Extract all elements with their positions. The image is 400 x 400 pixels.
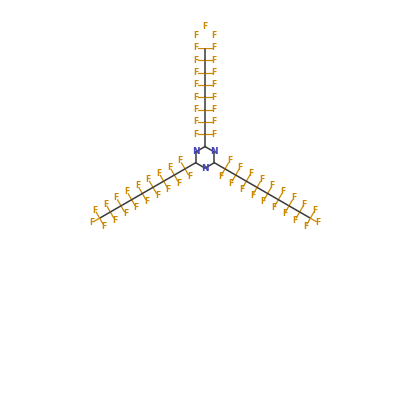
Text: F: F: [193, 44, 198, 52]
Text: F: F: [103, 200, 108, 208]
Text: F: F: [303, 222, 308, 231]
Text: F: F: [193, 68, 198, 77]
Text: N: N: [201, 164, 209, 173]
Text: F: F: [227, 156, 232, 165]
Text: F: F: [135, 181, 140, 190]
Text: F: F: [259, 175, 264, 184]
Text: F: F: [92, 206, 98, 215]
Text: F: F: [212, 44, 217, 52]
Text: F: F: [123, 209, 128, 218]
Text: F: F: [193, 130, 198, 139]
Text: F: F: [212, 105, 217, 114]
Text: F: F: [193, 105, 198, 114]
Text: F: F: [280, 187, 286, 196]
Text: F: F: [282, 209, 287, 218]
Text: F: F: [228, 178, 234, 188]
Text: F: F: [166, 185, 171, 194]
Text: F: F: [187, 172, 192, 181]
Text: F: F: [250, 191, 255, 200]
Text: F: F: [114, 193, 119, 202]
Text: F: F: [155, 191, 160, 200]
Text: F: F: [178, 156, 183, 165]
Text: F: F: [212, 118, 217, 126]
Text: F: F: [102, 222, 107, 231]
Text: F: F: [134, 203, 139, 212]
Text: N: N: [192, 148, 200, 156]
Text: F: F: [312, 206, 318, 215]
Text: F: F: [167, 162, 172, 172]
Text: F: F: [193, 80, 198, 90]
Text: F: F: [270, 181, 275, 190]
Text: F: F: [176, 178, 182, 188]
Text: F: F: [212, 56, 217, 65]
Text: F: F: [202, 22, 208, 31]
Text: F: F: [218, 172, 223, 181]
Text: F: F: [89, 218, 94, 227]
Text: F: F: [124, 187, 130, 196]
Text: F: F: [193, 56, 198, 65]
Text: F: F: [112, 216, 118, 224]
Text: F: F: [193, 31, 198, 40]
Text: F: F: [212, 80, 217, 90]
Text: F: F: [292, 216, 298, 224]
Text: F: F: [316, 218, 321, 227]
Text: F: F: [239, 185, 244, 194]
Text: F: F: [260, 197, 266, 206]
Text: F: F: [144, 197, 150, 206]
Text: F: F: [302, 200, 307, 208]
Text: F: F: [146, 175, 151, 184]
Text: F: F: [291, 193, 296, 202]
Text: F: F: [238, 162, 243, 172]
Text: F: F: [212, 68, 217, 77]
Text: F: F: [212, 31, 217, 40]
Text: F: F: [212, 130, 217, 139]
Text: N: N: [210, 148, 218, 156]
Text: F: F: [193, 93, 198, 102]
Text: F: F: [248, 169, 254, 178]
Text: F: F: [212, 93, 217, 102]
Text: F: F: [156, 169, 162, 178]
Text: F: F: [271, 203, 276, 212]
Text: F: F: [193, 118, 198, 126]
